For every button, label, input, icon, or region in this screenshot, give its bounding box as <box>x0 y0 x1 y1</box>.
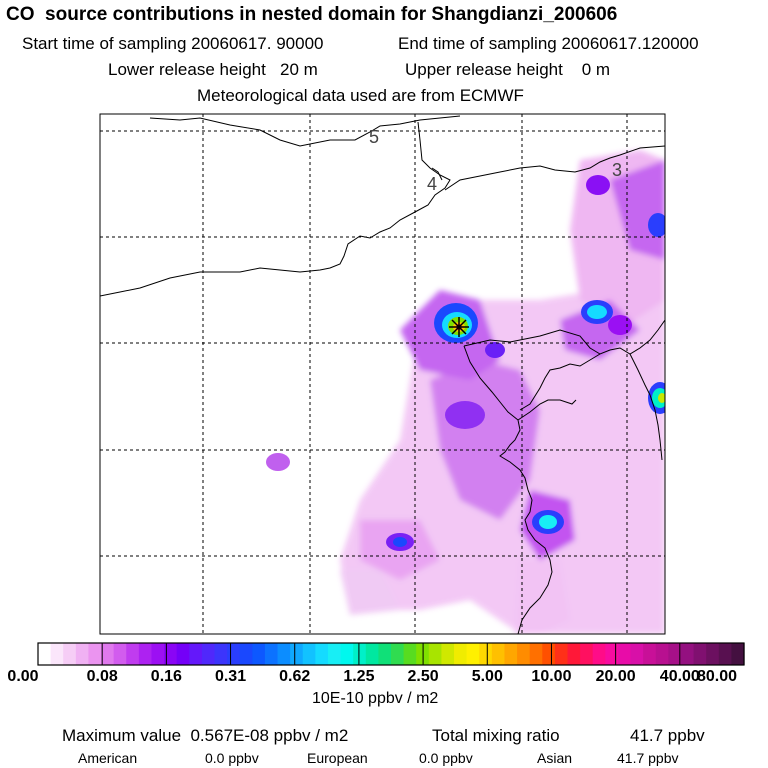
colorbar-tick-label: 2.50 <box>407 668 439 685</box>
region-label-3: 3 <box>612 160 622 180</box>
colorbar-cell <box>365 643 379 665</box>
american-label: American <box>78 750 138 766</box>
coastline <box>100 115 665 634</box>
upper-release-label: Upper release height 0 m <box>405 60 611 79</box>
colorbar-cell <box>567 643 581 665</box>
european-label: European <box>307 750 368 766</box>
colorbar-cell <box>542 643 556 665</box>
colorbar-tick-label: 0.00 <box>7 668 39 685</box>
end-time-label: End time of sampling 20060617.120000 <box>398 34 699 53</box>
map-grid <box>100 114 665 634</box>
colorbar-cell <box>101 643 115 665</box>
colorbar-cell <box>277 643 291 665</box>
lower-release-label: Lower release height 20 m <box>108 60 318 79</box>
european-value: 0.0 ppbv <box>419 750 473 766</box>
colorbar-cell <box>592 643 606 665</box>
colorbar-tick-label: 5.00 <box>471 668 503 685</box>
colorbar-cell <box>605 643 619 665</box>
colorbar-frame <box>37 642 745 666</box>
colorbar-cell <box>63 643 77 665</box>
asian-label: Asian <box>537 750 573 766</box>
colorbar-cell <box>693 643 707 665</box>
region-label-4: 4 <box>427 174 437 194</box>
colorbar-cell <box>327 643 342 665</box>
colorbar-cell <box>706 643 720 665</box>
colorbar-cell <box>391 643 405 665</box>
colorbar-cell <box>50 643 64 665</box>
colorbar-cell <box>403 643 417 665</box>
colorbar-cell <box>239 643 253 665</box>
colorbar-cell <box>151 643 165 665</box>
colorbar-cell <box>655 643 669 665</box>
unit-label: 10E-10 ppbv / m2 <box>312 690 439 707</box>
colorbar-cell <box>126 643 140 665</box>
colorbar-tick-label: 0.08 <box>86 668 118 685</box>
colorbar-cell <box>189 643 203 665</box>
max-value-label: Maximum value 0.567E-08 ppbv / m2 <box>62 726 349 745</box>
asian-value: 41.7 ppbv <box>617 750 679 766</box>
colorbar-cell <box>340 643 354 665</box>
concentration-field <box>266 150 665 634</box>
start-time-label: Start time of sampling 20060617. 90000 <box>22 34 324 53</box>
colorbar-cell <box>554 643 569 665</box>
total-mixing-value: 41.7 ppbv <box>630 726 705 745</box>
total-mixing-label: Total mixing ratio <box>432 726 560 745</box>
colorbar-cell <box>290 643 304 665</box>
colorbar-cell <box>441 643 455 665</box>
colorbar-tick-label: 1.25 <box>343 668 375 685</box>
region-label-5: 5 <box>369 127 379 147</box>
colorbar-tick-label: 10.00 <box>531 668 572 685</box>
colorbar-cell <box>201 643 216 665</box>
map-frame <box>99 113 666 635</box>
colorbar-cell <box>630 643 644 665</box>
colorbar-cell <box>479 643 493 665</box>
colorbar-cell <box>227 643 241 665</box>
colorbar-cell <box>643 643 657 665</box>
colorbar-cell <box>466 643 480 665</box>
colorbar-cell <box>668 643 682 665</box>
page-title: CO source contributions in nested domain… <box>6 4 618 25</box>
colorbar-cell <box>315 643 329 665</box>
colorbar-ticks <box>101 643 681 665</box>
colorbar-cell <box>617 643 632 665</box>
colorbar-cell <box>113 643 127 665</box>
colorbar-tick-label: 80.00 <box>696 668 738 685</box>
colorbar-cell <box>214 643 228 665</box>
colorbar-cell <box>302 643 316 665</box>
colorbar-cell <box>731 643 745 665</box>
colorbar-cell <box>504 643 518 665</box>
colorbar-cell <box>176 643 190 665</box>
colorbar-tick-label: 0.62 <box>279 668 311 685</box>
colorbar-tick-label: 40.00 <box>659 668 700 685</box>
colorbar-tick-label: 0.31 <box>214 668 247 685</box>
colorbar-cell <box>454 643 468 665</box>
colorbar-cell <box>264 643 279 665</box>
colorbar-cell <box>680 643 695 665</box>
colorbar-cell <box>718 643 732 665</box>
colorbar-cell <box>252 643 266 665</box>
colorbar-tick-label: 20.00 <box>595 668 636 685</box>
colorbar-cell <box>517 643 531 665</box>
colorbar-tick-label: 0.16 <box>150 668 182 685</box>
colorbar-cell <box>580 643 594 665</box>
colorbar-cell <box>428 643 443 665</box>
colorbar-cell <box>75 643 90 665</box>
colorbar-cell <box>38 643 52 665</box>
star-icon <box>449 317 469 337</box>
american-value: 0.0 ppbv <box>205 750 259 766</box>
colorbar-cell <box>88 643 102 665</box>
colorbar-cell <box>529 643 543 665</box>
colorbar-cell <box>164 643 178 665</box>
colorbar-cell <box>353 643 367 665</box>
colorbar-cell <box>491 643 506 665</box>
colorbar-cells <box>38 643 745 665</box>
colorbar-cell <box>138 643 153 665</box>
met-data-label: Meteorological data used are from ECMWF <box>197 86 524 105</box>
colorbar-cell <box>378 643 392 665</box>
